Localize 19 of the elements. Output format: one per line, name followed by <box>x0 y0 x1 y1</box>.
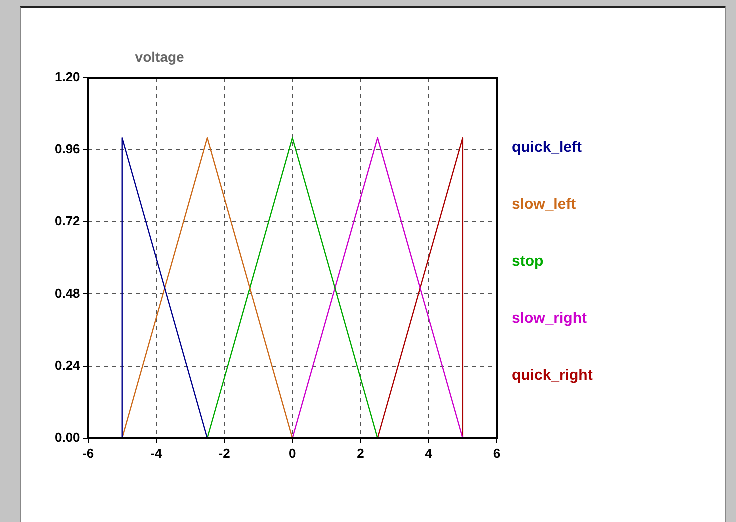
x-tick-label: 6 <box>493 446 501 461</box>
x-tick-label: 2 <box>357 446 364 461</box>
y-tick-label: 0.72 <box>54 214 80 229</box>
text: quick_right <box>512 367 593 384</box>
text: slow_right <box>512 310 588 328</box>
text: slow_left <box>512 196 576 214</box>
y-tick-label: 0.00 <box>54 430 80 445</box>
text: quick_left <box>512 139 582 156</box>
text: stop <box>512 253 544 270</box>
x-tick-label: -4 <box>150 446 163 461</box>
y-tick-label: 1.20 <box>54 70 80 85</box>
y-tick-label: 0.24 <box>54 358 82 373</box>
y-tick-label: 0.48 <box>54 286 80 301</box>
x-tick-label: 4 <box>425 446 434 461</box>
chart-title: voltage <box>135 49 185 65</box>
x-tick-label: 0 <box>289 446 296 461</box>
x-tick-label: -6 <box>82 446 94 461</box>
y-tick-label: 0.96 <box>54 142 80 157</box>
x-tick-label: -2 <box>218 446 230 461</box>
